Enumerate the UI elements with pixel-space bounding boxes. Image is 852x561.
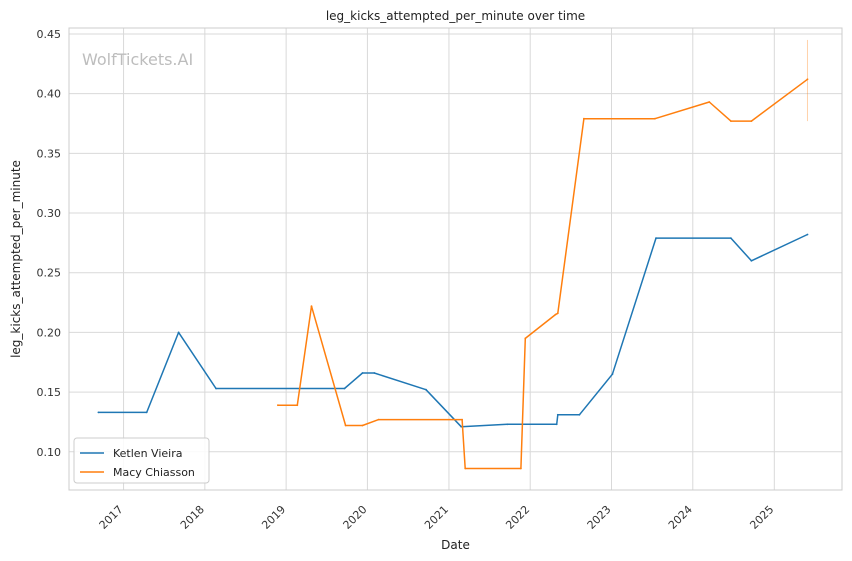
data-point [556,312,559,315]
data-point [730,237,732,240]
chart-title: leg_kicks_attempted_per_minute over time [326,9,585,23]
data-point [506,423,509,426]
data-point [215,387,217,390]
series-macy-chiasson [277,39,809,470]
data-point [277,404,279,407]
x-tick-label: 2019 [259,503,288,532]
data-point [750,259,753,262]
x-tick-label: 2023 [585,503,614,532]
legend-label-ketlen-vieira: Ketlen Vieira [113,447,182,460]
series-ketlen-vieira [97,233,809,428]
data-point [555,423,558,426]
data-point [344,424,347,427]
x-tick-label: 2025 [747,503,776,532]
x-tick-label: 2020 [341,503,370,532]
y-tick-label: 0.45 [37,28,62,41]
series-line-ketlen-vieira [98,233,808,428]
data-point [806,233,809,236]
data-point [554,313,557,316]
data-point [460,425,463,428]
data-point [97,411,100,414]
x-tick-label: 2021 [422,503,451,532]
data-point [708,101,711,103]
y-tick-label: 0.30 [37,207,62,220]
legend: Ketlen Vieira Macy Chiasson [73,437,210,484]
series [97,39,809,470]
data-point [464,467,467,470]
x-axis-ticks: 2017 2018 2019 2020 2021 2022 2023 2024 2025 [97,503,777,532]
data-point [524,337,527,340]
plot-frame [68,27,843,491]
y-tick-label: 0.35 [37,147,62,160]
data-point [655,237,657,240]
legend-label-macy-chiasson: Macy Chiasson [113,466,195,479]
data-point [556,413,559,416]
data-point [296,404,299,407]
data-point [520,467,522,470]
data-point [578,413,581,416]
data-point [806,78,809,81]
data-point [361,424,364,427]
data-point [730,120,732,122]
data-point [611,373,614,376]
y-tick-label: 0.10 [37,446,62,459]
x-tick-label: 2017 [97,503,126,532]
data-point [425,388,427,391]
series-line-macy-chiasson [277,78,808,470]
data-point [377,418,380,421]
x-tick-label: 2024 [666,503,695,532]
data-point [343,387,346,390]
y-tick-label: 0.40 [37,88,62,101]
data-point [361,372,364,374]
legend-box [73,437,210,484]
x-tick-label: 2018 [178,503,207,532]
data-point [750,120,753,122]
x-axis-label: Date [441,538,470,552]
y-tick-label: 0.15 [37,386,62,399]
data-point [145,411,148,414]
data-point [583,117,585,120]
data-point [461,418,463,421]
watermark: WolfTickets.AI [82,50,193,69]
y-axis-ticks: 0.10 0.15 0.20 0.25 0.30 0.35 0.40 0.45 [37,28,62,459]
data-point [310,305,313,308]
y-tick-label: 0.25 [37,267,62,280]
data-point [373,372,376,374]
y-axis-label: leg_kicks_attempted_per_minute [9,160,23,358]
data-point [177,331,180,334]
y-tick-label: 0.20 [37,326,62,339]
data-point [654,117,656,120]
x-tick-label: 2022 [503,503,532,532]
